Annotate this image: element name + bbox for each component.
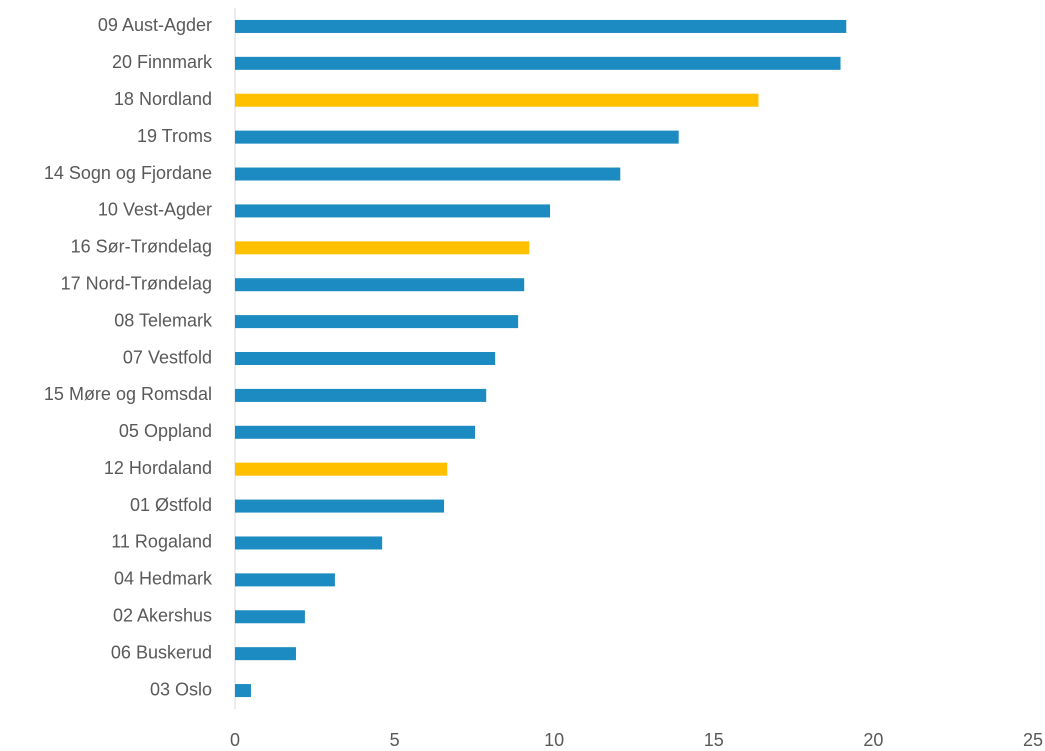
y-tick-label: 09 Aust-Agder (98, 15, 212, 35)
y-tick-label: 02 Akershus (113, 606, 212, 626)
bar (235, 130, 679, 144)
x-tick-label: 20 (863, 730, 883, 750)
y-tick-label: 20 Finnmark (112, 52, 213, 72)
y-tick-label: 01 Østfold (130, 495, 212, 515)
bar (235, 647, 296, 661)
bar (235, 684, 251, 698)
bar (235, 499, 445, 513)
bar (235, 610, 305, 624)
bar (235, 56, 841, 70)
y-tick-label: 07 Vestfold (123, 347, 212, 367)
x-tick-label: 15 (704, 730, 724, 750)
bar (235, 167, 621, 181)
y-tick-label: 17 Nord-Trøndelag (61, 273, 212, 293)
bar (235, 204, 551, 218)
bar (235, 352, 496, 365)
bar (235, 315, 519, 329)
y-tick-label: 11 Rogaland (111, 532, 212, 552)
y-tick-label: 19 Troms (137, 126, 212, 146)
x-tick-label: 10 (544, 730, 564, 750)
y-tick-label: 15 Møre og Romsdal (44, 384, 212, 404)
y-tick-label: 18 Nordland (114, 89, 212, 109)
bar (235, 241, 530, 255)
bar (235, 462, 448, 476)
bar (235, 19, 847, 33)
y-tick-label: 03 Oslo (150, 679, 212, 699)
y-tick-label: 12 Hordaland (104, 458, 212, 478)
y-tick-label: 14 Sogn og Fjordane (44, 163, 212, 183)
y-tick-label: 05 Oppland (119, 421, 212, 441)
bar (235, 573, 335, 587)
y-tick-label: 16 Sør-Trøndelag (71, 237, 212, 257)
bar (235, 425, 476, 439)
x-tick-label: 0 (230, 730, 240, 750)
x-tick-label: 25 (1023, 730, 1043, 750)
bar (235, 536, 383, 550)
y-tick-label: 06 Buskerud (111, 642, 212, 662)
bar (235, 388, 487, 402)
bar (235, 93, 759, 107)
y-tick-label: 04 Hedmark (114, 569, 213, 589)
x-tick-label: 5 (390, 730, 400, 750)
y-tick-label: 10 Vest-Agder (98, 200, 212, 220)
y-tick-label: 08 Telemark (114, 310, 213, 330)
bar (235, 278, 525, 292)
